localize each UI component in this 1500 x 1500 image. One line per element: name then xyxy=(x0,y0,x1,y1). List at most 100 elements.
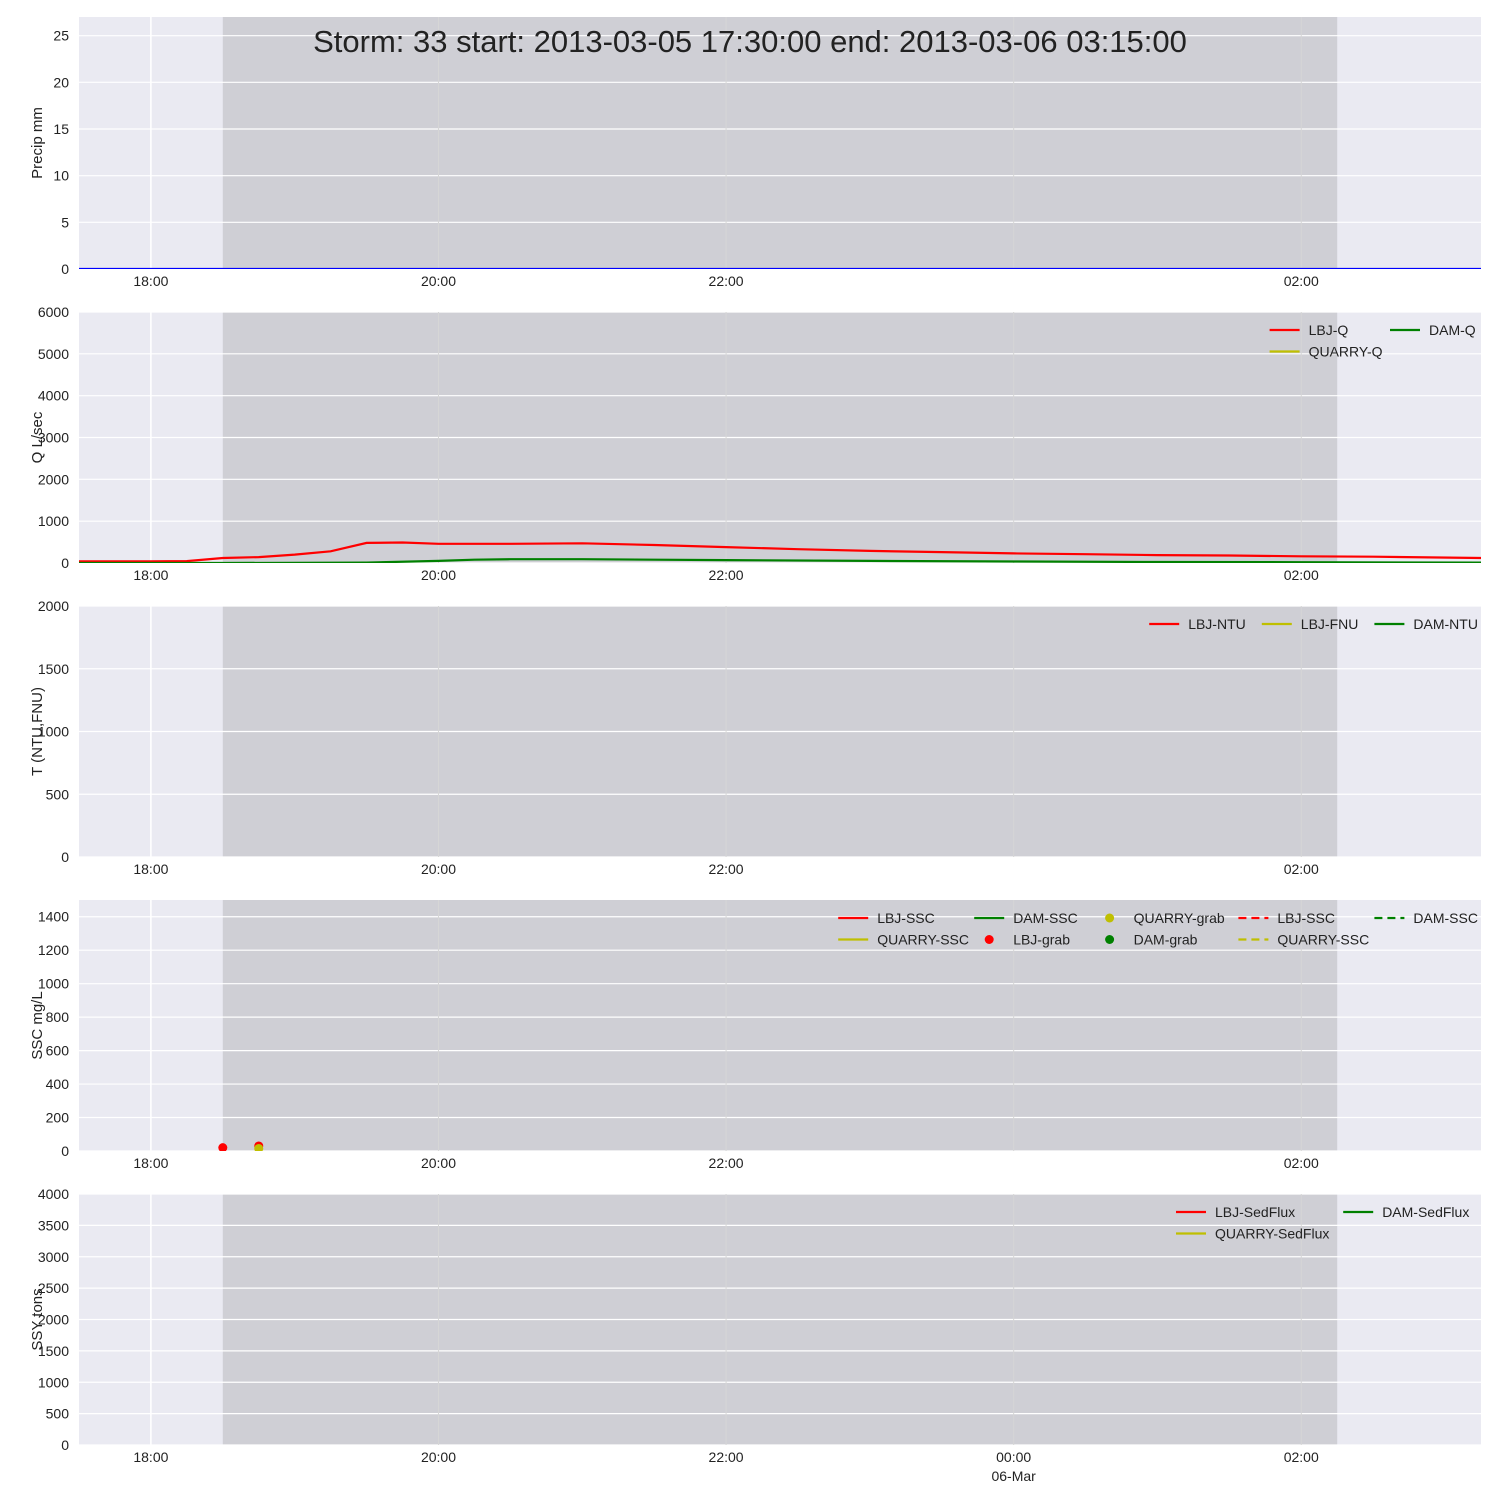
x-tick-label: 22:00 xyxy=(709,273,744,289)
lbj-grab-point xyxy=(218,1143,228,1151)
legend-label-dam-grab: DAM-grab xyxy=(1134,932,1198,948)
legend-label-lbj-ssc: LBJ-SSC xyxy=(1277,910,1335,926)
x-tick-label: 02:00 xyxy=(1284,1155,1319,1171)
y-tick-label: 800 xyxy=(46,1009,70,1025)
legend-label-dam-q: DAM-Q xyxy=(1429,322,1476,338)
y-tick-label: 3000 xyxy=(38,1249,69,1265)
y-tick-label: 1500 xyxy=(38,1343,69,1359)
legend-label-lbj-fnu: LBJ-FNU xyxy=(1301,616,1359,632)
legend-label-lbj-ssc: LBJ-SSC xyxy=(877,910,935,926)
y-tick-label: 4000 xyxy=(38,1186,69,1202)
y-tick-label: 2500 xyxy=(38,1280,69,1296)
y-tick-label: 600 xyxy=(46,1043,70,1059)
legend-label-quarry-sedflux: QUARRY-SedFlux xyxy=(1215,1226,1329,1242)
x-tick-label: 22:00 xyxy=(709,861,744,877)
y-tick-label: 6000 xyxy=(38,304,69,320)
legend-marker-quarry-grab xyxy=(1105,913,1115,923)
y-tick-label: 5 xyxy=(61,214,69,230)
y-tick-label: 2000 xyxy=(38,471,69,487)
subplot-precip-mm: 0 5 10 15 20 25 18:00 20:00 22:00 02:00 Precip mm xyxy=(29,17,1481,289)
y-tick-label: 1000 xyxy=(38,724,69,740)
legend-label-dam-ntu: DAM-NTU xyxy=(1413,616,1478,632)
legend: LBJ-Q QUARRY-Q DAM-Q xyxy=(1269,322,1476,360)
x-tick-label: 00:00 xyxy=(996,1449,1031,1465)
figure-title: Storm: 33 start: 2013-03-05 17:30:00 end… xyxy=(313,24,1187,59)
storm-window-span xyxy=(222,900,1338,1151)
series-group xyxy=(218,1141,264,1151)
x-tick-label: 02:00 xyxy=(1284,861,1319,877)
y-tick-label: 0 xyxy=(61,261,69,277)
y-tick-label: 2000 xyxy=(38,598,69,614)
y-tick-label: 4000 xyxy=(38,388,69,404)
x-tick-label: 20:00 xyxy=(421,1155,456,1171)
y-tick-label: 400 xyxy=(46,1076,70,1092)
x-tick-label: 18:00 xyxy=(133,1449,168,1465)
y-tick-label: 10 xyxy=(53,168,69,184)
y-tick-label: 0 xyxy=(61,849,69,865)
plot-area xyxy=(79,17,1481,269)
y-tick-label: 1000 xyxy=(38,513,69,529)
legend-label-lbj-ntu: LBJ-NTU xyxy=(1188,616,1246,632)
x-tick-label: 02:00 xyxy=(1284,1449,1319,1465)
legend: LBJ-SedFlux QUARRY-SedFlux DAM-SedFlux xyxy=(1176,1204,1469,1242)
x-tick-label: 20:00 xyxy=(421,273,456,289)
y-tick-label: 0 xyxy=(61,555,69,571)
x-tick-label: 18:00 xyxy=(133,273,168,289)
x-tick-label: 18:00 xyxy=(133,861,168,877)
legend: LBJ-NTU LBJ-FNU DAM-NTU xyxy=(1149,616,1478,632)
legend-marker-dam-grab xyxy=(1105,935,1115,944)
y-axis-label: Q L/sec xyxy=(29,411,46,463)
lbj-q-line xyxy=(79,541,1481,563)
x-tick-label: 22:00 xyxy=(709,567,744,583)
legend-label-lbj-q: LBJ-Q xyxy=(1309,322,1349,338)
legend-label-lbj-sedflux: LBJ-SedFlux xyxy=(1215,1204,1295,1220)
y-tick-label: 5000 xyxy=(38,346,69,362)
legend-label-quarry-q: QUARRY-Q xyxy=(1309,344,1383,360)
y-tick-label: 3000 xyxy=(38,430,69,446)
y-tick-label: 1000 xyxy=(38,1374,69,1390)
legend-label-dam-sedflux: DAM-SedFlux xyxy=(1382,1204,1469,1220)
legend-label-dam-ssc: DAM-SSC xyxy=(1013,910,1078,926)
y-axis-label: T (NTU,FNU) xyxy=(29,687,46,776)
legend-label-quarry-ssc: QUARRY-SSC xyxy=(1277,932,1369,948)
series-group xyxy=(79,541,1481,563)
legend: LBJ-SSC QUARRY-SSC DAM-SSC LBJ-grab QUARRY-g… xyxy=(838,910,1478,948)
legend-label-lbj-grab: LBJ-grab xyxy=(1013,932,1070,948)
y-axis-label: Precip mm xyxy=(29,107,46,179)
y-tick-label: 1500 xyxy=(38,661,69,677)
y-tick-label: 1000 xyxy=(38,976,69,992)
subplot-q-l-sec: 0 1000 2000 3000 4000 5000 6000 18:00 20:00 22:00… xyxy=(29,304,1481,583)
y-tick-label: 25 xyxy=(53,28,69,44)
y-tick-label: 20 xyxy=(53,74,69,90)
legend-label-dam-ssc: DAM-SSC xyxy=(1413,910,1478,926)
x-tick-label: 22:00 xyxy=(709,1449,744,1465)
x-tick-label: 02:00 xyxy=(1284,567,1319,583)
x-tick-label: 02:00 xyxy=(1284,273,1319,289)
y-tick-label: 0 xyxy=(61,1437,69,1453)
dam-q-line xyxy=(79,558,1481,563)
x-tick-label: 18:00 xyxy=(133,567,168,583)
y-tick-label: 2000 xyxy=(38,1312,69,1328)
y-tick-label: 1400 xyxy=(38,909,69,925)
y-tick-label: 500 xyxy=(46,786,70,802)
y-tick-label: 200 xyxy=(46,1110,70,1126)
subplot-ssc-mg-l: 0 200 400 600 800 1000 1200 1400 18:00 20:00 22:00… xyxy=(29,900,1481,1171)
x-tick-label: 22:00 xyxy=(709,1155,744,1171)
legend-label-quarry-ssc: QUARRY-SSC xyxy=(877,932,969,948)
storm-window-span xyxy=(222,17,1338,269)
x-tick-label: 20:00 xyxy=(421,861,456,877)
legend-label-quarry-grab: QUARRY-grab xyxy=(1134,910,1225,926)
x-tick-label: 18:00 xyxy=(133,1155,168,1171)
plot-area xyxy=(79,900,1481,1151)
subplot-ssy-tons: 0 500 1000 1500 2000 2500 3000 3500 4000 18:00 20:… xyxy=(29,1186,1481,1484)
legend-marker-lbj-grab xyxy=(984,935,994,944)
quarry-grab-point xyxy=(254,1143,264,1151)
subplot-t-ntu-fnu: 0 500 1000 1500 2000 18:00 20:00 22:00 02:00 T (N… xyxy=(29,598,1481,877)
y-tick-label: 0 xyxy=(61,1143,69,1159)
y-axis-label: SSC mg/L xyxy=(29,991,46,1059)
y-tick-label: 15 xyxy=(53,121,69,137)
x-tick-sublabel: 06-Mar xyxy=(991,1468,1036,1484)
y-tick-label: 3500 xyxy=(38,1217,69,1233)
